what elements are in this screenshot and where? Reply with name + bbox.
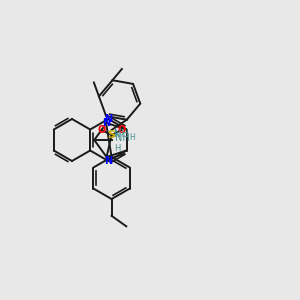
Text: N: N [104, 114, 112, 124]
Text: NH: NH [115, 133, 130, 143]
Text: O: O [118, 125, 126, 135]
Text: H: H [114, 144, 121, 153]
Text: N: N [103, 118, 111, 128]
Text: O: O [98, 125, 106, 135]
Text: N: N [104, 156, 112, 166]
Text: H: H [129, 133, 135, 142]
Text: NH: NH [114, 129, 129, 139]
Text: S: S [108, 130, 116, 140]
